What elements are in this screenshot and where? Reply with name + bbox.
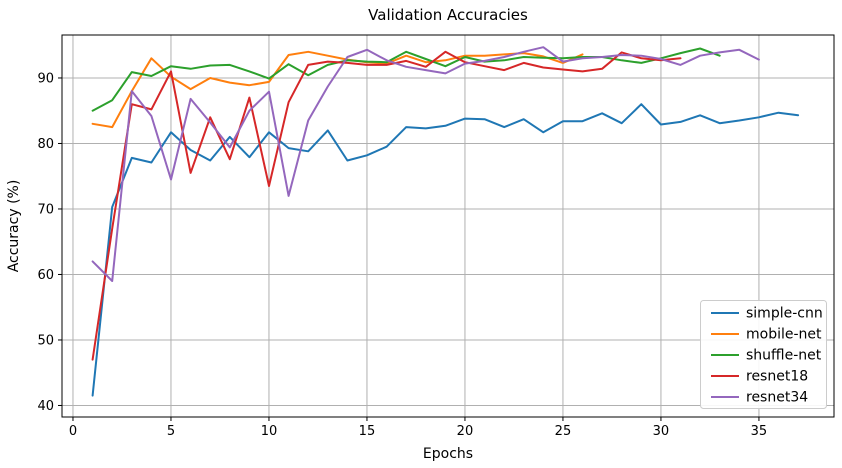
x-tick-label: 35 — [751, 424, 768, 439]
x-tick-label: 0 — [69, 424, 77, 439]
chart-title: Validation Accuracies — [368, 6, 528, 24]
x-tick-label: 15 — [359, 424, 376, 439]
y-tick-label: 90 — [37, 71, 54, 86]
y-axis-label: Accuracy (%) — [6, 179, 22, 273]
legend-label-resnet34: resnet34 — [746, 390, 808, 406]
y-tick-label: 40 — [37, 399, 54, 414]
legend-label-resnet18: resnet18 — [746, 369, 808, 385]
series-line-resnet18 — [91, 50, 682, 361]
legend-label-shuffle-net: shuffle-net — [746, 348, 822, 364]
x-tick-label: 30 — [653, 424, 670, 439]
legend-box — [700, 300, 827, 409]
y-tick-label: 50 — [37, 333, 54, 348]
legend-label-mobile-net: mobile-net — [746, 327, 822, 343]
x-tick-label: 25 — [555, 424, 572, 439]
series-line-mobile-net — [91, 50, 584, 129]
x-axis-label: Epochs — [422, 446, 474, 462]
series-line-simple-cnn — [91, 103, 800, 397]
x-tick-label: 10 — [261, 424, 278, 439]
legend-label-simple-cnn: simple-cnn — [746, 306, 823, 322]
y-tick-label: 70 — [37, 202, 54, 217]
y-tick-label: 80 — [37, 137, 54, 152]
series-line-resnet34 — [91, 46, 760, 282]
series-line-shuffle-net — [91, 47, 721, 112]
x-tick-label: 20 — [457, 424, 474, 439]
axes-spines — [61, 34, 835, 418]
x-tick-label: 5 — [167, 424, 175, 439]
y-tick-label: 60 — [37, 268, 54, 283]
